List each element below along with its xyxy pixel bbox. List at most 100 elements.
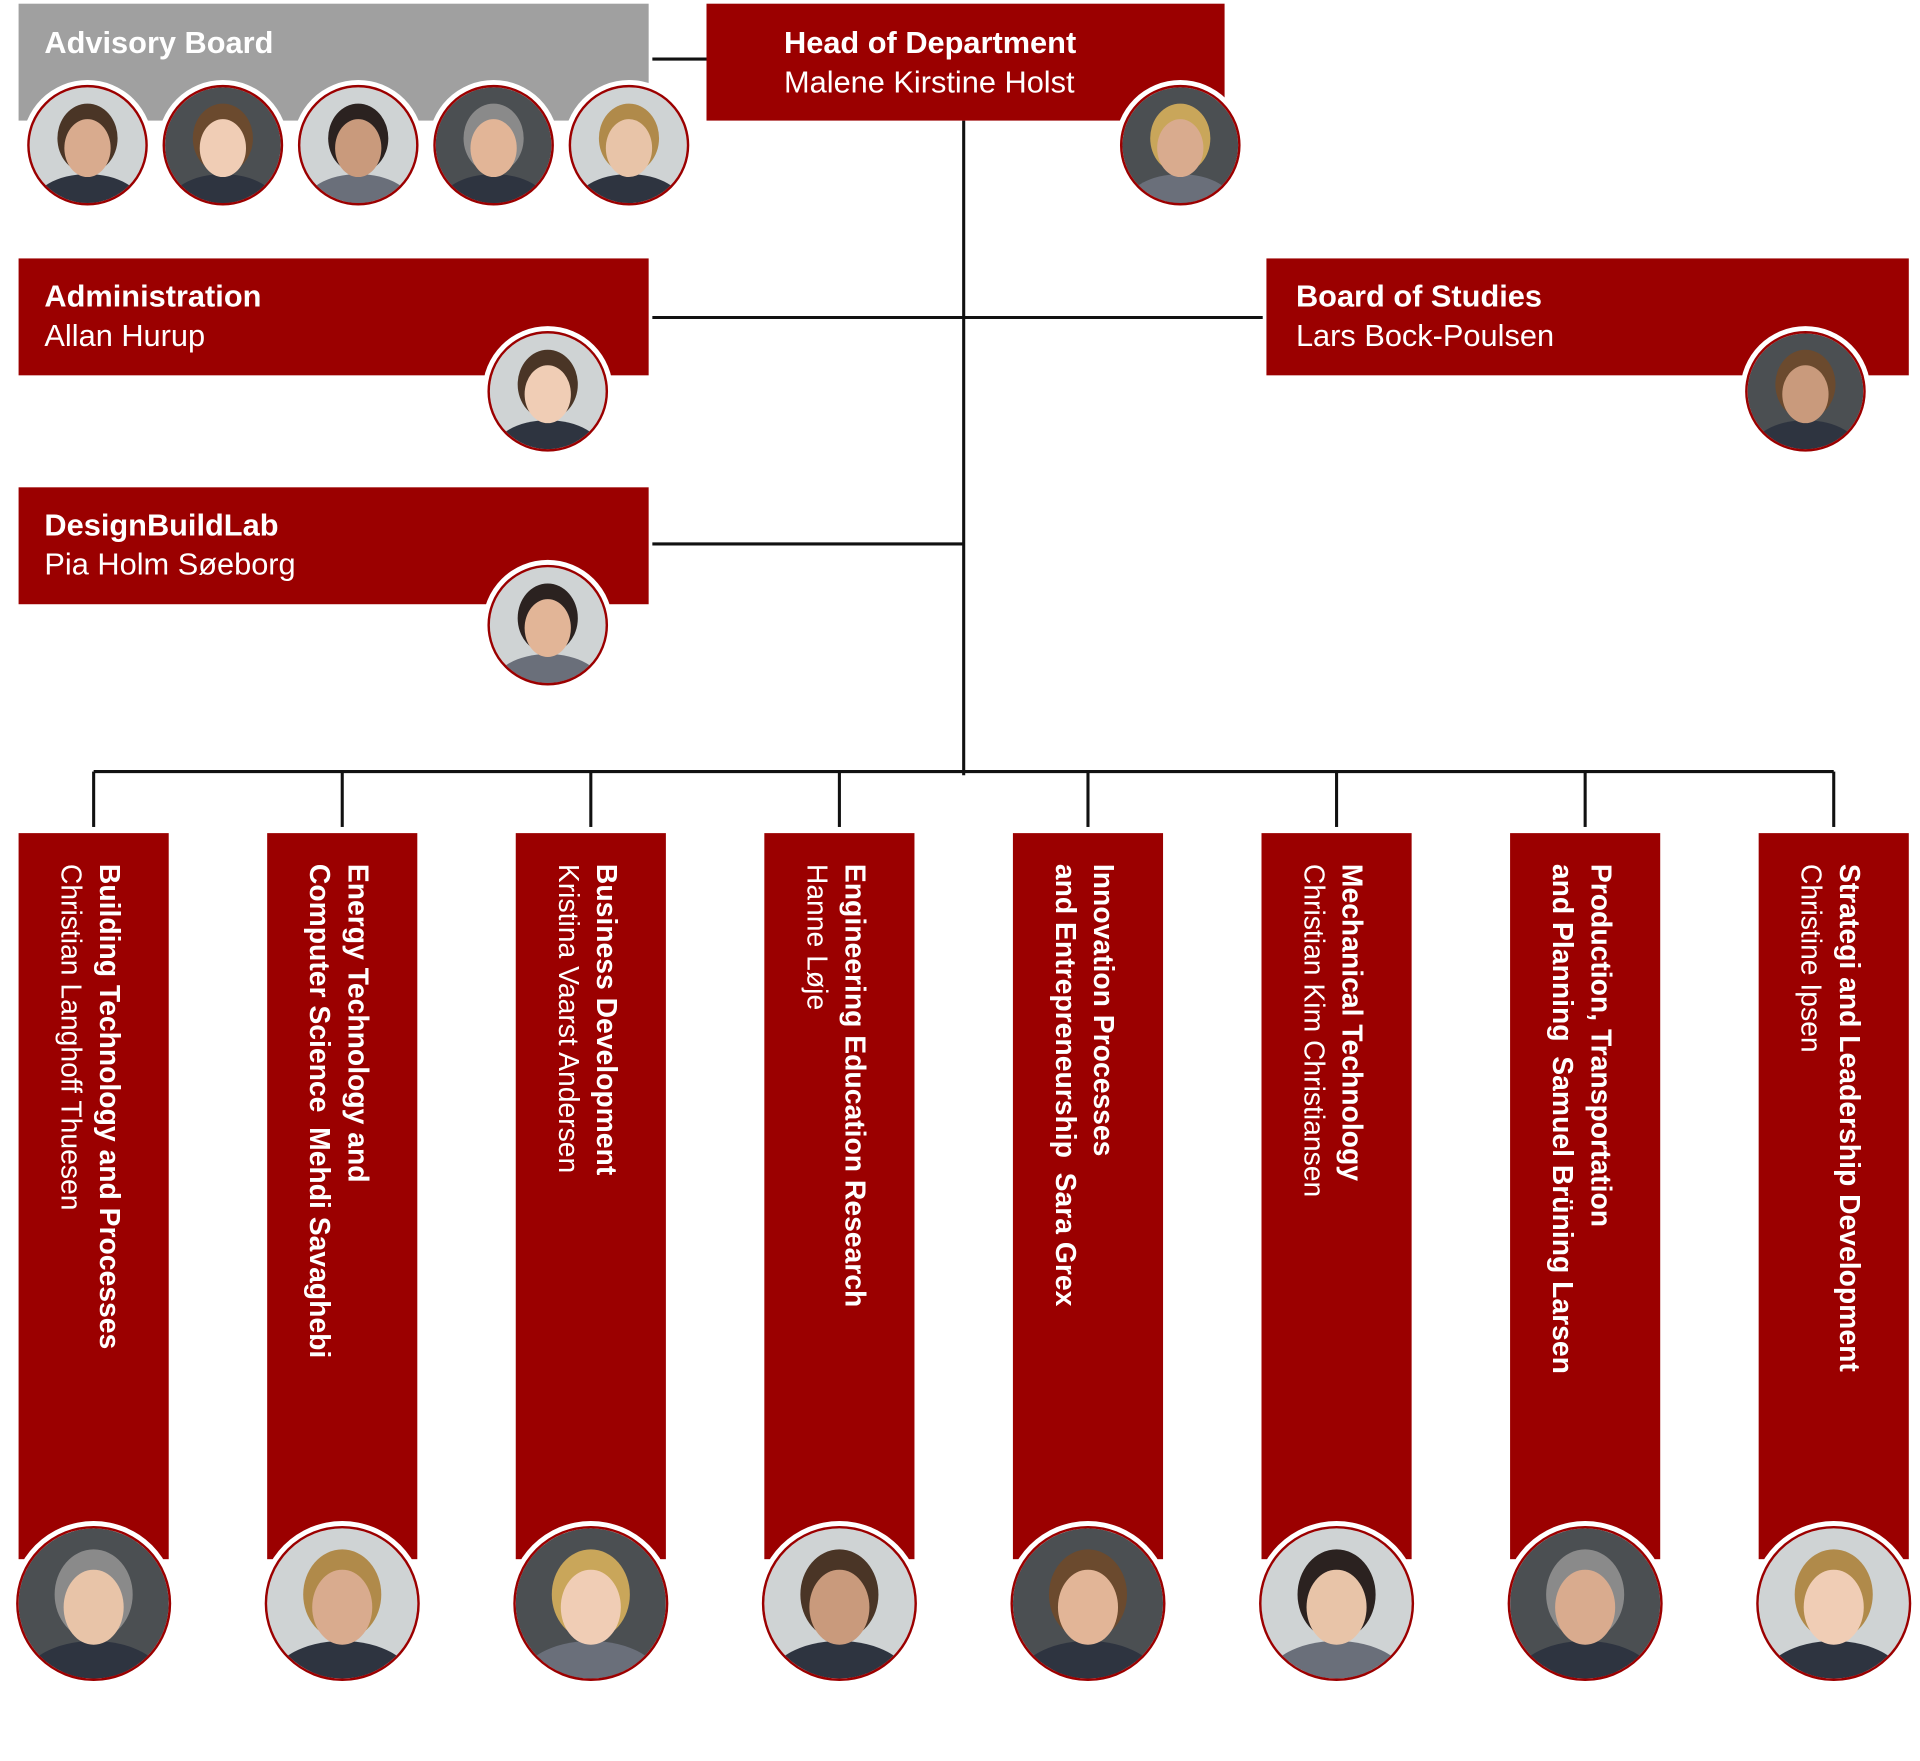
face bbox=[1803, 1569, 1864, 1645]
photo-outline bbox=[1119, 84, 1241, 206]
photo-outline bbox=[27, 84, 148, 206]
department-title-line: Engineering Education Research bbox=[840, 864, 872, 1307]
photo-outline bbox=[513, 1525, 669, 1682]
photo-outline bbox=[487, 331, 609, 452]
face bbox=[809, 1569, 870, 1645]
shoulders bbox=[492, 420, 603, 450]
photo-outline bbox=[16, 1525, 172, 1682]
department-title: Business Development bbox=[591, 864, 623, 1176]
department-title-line: Mechanical Technology bbox=[1337, 864, 1369, 1181]
department-head: Hanne Løje bbox=[801, 864, 833, 1010]
department-title: Computer Science Mehdi Savaghebi bbox=[304, 864, 336, 1358]
department-title-line: and Entrepreneurship bbox=[1050, 864, 1082, 1158]
portrait bbox=[1122, 87, 1239, 204]
department-box bbox=[1012, 833, 1164, 1560]
photo bbox=[293, 79, 424, 211]
department-title-line: Strategi and Leadership Development bbox=[1834, 864, 1866, 1372]
portrait bbox=[1510, 1528, 1661, 1679]
photo bbox=[157, 79, 289, 211]
face bbox=[524, 599, 571, 657]
photo bbox=[11, 1521, 177, 1686]
unit-title: Administration bbox=[44, 278, 261, 313]
unit-name: Allan Hurup bbox=[44, 318, 205, 353]
shoulders bbox=[270, 1641, 414, 1679]
photo bbox=[482, 559, 613, 691]
photo-outline bbox=[1745, 331, 1866, 452]
head-name: Malene Kirstine Holst bbox=[784, 64, 1075, 99]
shoulders bbox=[519, 1641, 663, 1679]
shoulders bbox=[1265, 1641, 1408, 1679]
photo-outline bbox=[568, 84, 690, 206]
shoulders bbox=[32, 174, 143, 204]
portrait bbox=[18, 1528, 169, 1679]
connectors bbox=[93, 57, 1834, 776]
face bbox=[524, 365, 571, 424]
portrait bbox=[165, 87, 281, 204]
photo bbox=[22, 79, 153, 211]
photo bbox=[1740, 326, 1871, 457]
unit-name: Pia Holm Søeborg bbox=[44, 547, 295, 582]
photo bbox=[1502, 1521, 1668, 1686]
department-head: Kristina Vaarst Andersen bbox=[553, 864, 585, 1173]
shoulders bbox=[1762, 1641, 1906, 1679]
department-box bbox=[18, 833, 169, 1560]
photo bbox=[428, 79, 559, 211]
shoulders bbox=[1750, 420, 1861, 450]
face bbox=[1057, 1569, 1119, 1645]
department-head: Christian Kim Christiansen bbox=[1299, 864, 1331, 1197]
department-head: Sara Grex bbox=[1050, 1173, 1082, 1307]
face bbox=[199, 119, 247, 178]
photo bbox=[563, 79, 695, 211]
face bbox=[335, 119, 382, 178]
photo-outline bbox=[1010, 1525, 1166, 1682]
department-title: Building Technology and Processes bbox=[94, 864, 126, 1349]
department-head: Mehdi Savaghebi bbox=[304, 1127, 336, 1358]
portrait bbox=[489, 333, 606, 450]
portrait bbox=[435, 87, 552, 204]
photo-outline bbox=[297, 84, 419, 206]
shoulders bbox=[167, 174, 278, 204]
photo-outline bbox=[1507, 1525, 1663, 1682]
photo bbox=[756, 1521, 922, 1686]
portrait bbox=[489, 567, 606, 683]
department-label: Strategi and Leadership DevelopmentChris… bbox=[1796, 864, 1866, 1372]
department-title-line: Computer Science bbox=[304, 864, 336, 1112]
photo-outline bbox=[487, 564, 609, 686]
portrait bbox=[29, 87, 146, 204]
department-box bbox=[1758, 833, 1909, 1560]
department-head: Christine Ipsen bbox=[1796, 864, 1828, 1053]
department-title: Energy Technology and bbox=[342, 864, 374, 1183]
face bbox=[605, 119, 653, 178]
shoulders bbox=[768, 1641, 911, 1679]
photo bbox=[482, 326, 613, 457]
department-title-line: and Planning bbox=[1547, 864, 1579, 1042]
portrait bbox=[300, 87, 417, 204]
department-box bbox=[515, 833, 666, 1560]
face bbox=[1157, 119, 1204, 178]
head-title: Head of Department bbox=[784, 25, 1076, 60]
department-title: and Planning Samuel Brüning Larsen bbox=[1547, 864, 1579, 1374]
department-box bbox=[267, 833, 418, 1560]
face bbox=[1555, 1569, 1616, 1645]
department-box bbox=[764, 833, 915, 1560]
portrait bbox=[1747, 333, 1864, 450]
photo bbox=[1005, 1521, 1171, 1686]
photo bbox=[1115, 79, 1246, 211]
face bbox=[312, 1569, 373, 1645]
shoulders bbox=[22, 1641, 165, 1679]
photo bbox=[259, 1521, 425, 1686]
department-title: Mechanical Technology bbox=[1337, 864, 1369, 1181]
advisory-title: Advisory Board bbox=[44, 25, 273, 60]
shoulders bbox=[1016, 1641, 1160, 1679]
photo-outline bbox=[1259, 1525, 1415, 1682]
unit-name: Lars Bock-Poulsen bbox=[1296, 318, 1554, 353]
portrait bbox=[571, 87, 687, 204]
photo bbox=[508, 1521, 674, 1686]
department-title: and Entrepreneurship Sara Grex bbox=[1050, 864, 1082, 1307]
shoulders bbox=[1125, 174, 1236, 204]
photo-outline bbox=[761, 1525, 917, 1682]
